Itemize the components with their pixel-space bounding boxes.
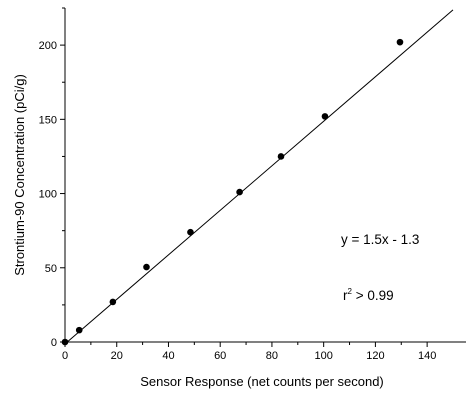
data-point <box>277 153 285 160</box>
y-tick-label: 0 <box>51 337 57 349</box>
x-tick-label: 60 <box>214 350 226 362</box>
r-squared-rest: > 0.99 <box>352 288 394 303</box>
y-tick-label: 200 <box>39 40 57 52</box>
r-squared-annotation: r2 > 0.99 <box>343 287 394 303</box>
r-squared-base: r <box>343 288 348 303</box>
x-tick-label: 140 <box>418 350 436 362</box>
y-tick-label: 50 <box>45 263 57 275</box>
equation-annotation: y = 1.5x - 1.3 <box>341 232 419 247</box>
y-tick-label: 100 <box>39 189 57 201</box>
data-points <box>61 38 404 346</box>
x-tick-label: 0 <box>62 350 68 362</box>
data-point <box>396 38 404 46</box>
y-axis-title: Strontium-90 Concentration (pCi/g) <box>12 74 27 276</box>
y-axis-ticks: 0 50 100 150 200 <box>39 7 65 349</box>
x-tick-label: 100 <box>314 350 332 362</box>
data-point <box>143 263 150 271</box>
data-point <box>61 338 69 346</box>
x-axis-ticks: 0 20 40 60 80 100 120 140 <box>62 342 436 362</box>
data-point <box>109 298 117 306</box>
data-point <box>75 326 83 334</box>
x-axis-title: Sensor Response (net counts per second) <box>140 374 384 389</box>
x-tick-label: 80 <box>266 350 278 362</box>
data-point <box>187 228 194 236</box>
data-point <box>236 188 243 196</box>
x-tick-label: 40 <box>162 350 174 362</box>
fit-line <box>66 9 454 343</box>
x-tick-label: 120 <box>366 350 384 362</box>
data-point <box>321 113 329 120</box>
x-tick-label: 20 <box>111 350 123 362</box>
r-squared-superscript: 2 <box>348 287 353 296</box>
y-tick-label: 150 <box>39 114 57 126</box>
plot-frame <box>64 8 466 343</box>
